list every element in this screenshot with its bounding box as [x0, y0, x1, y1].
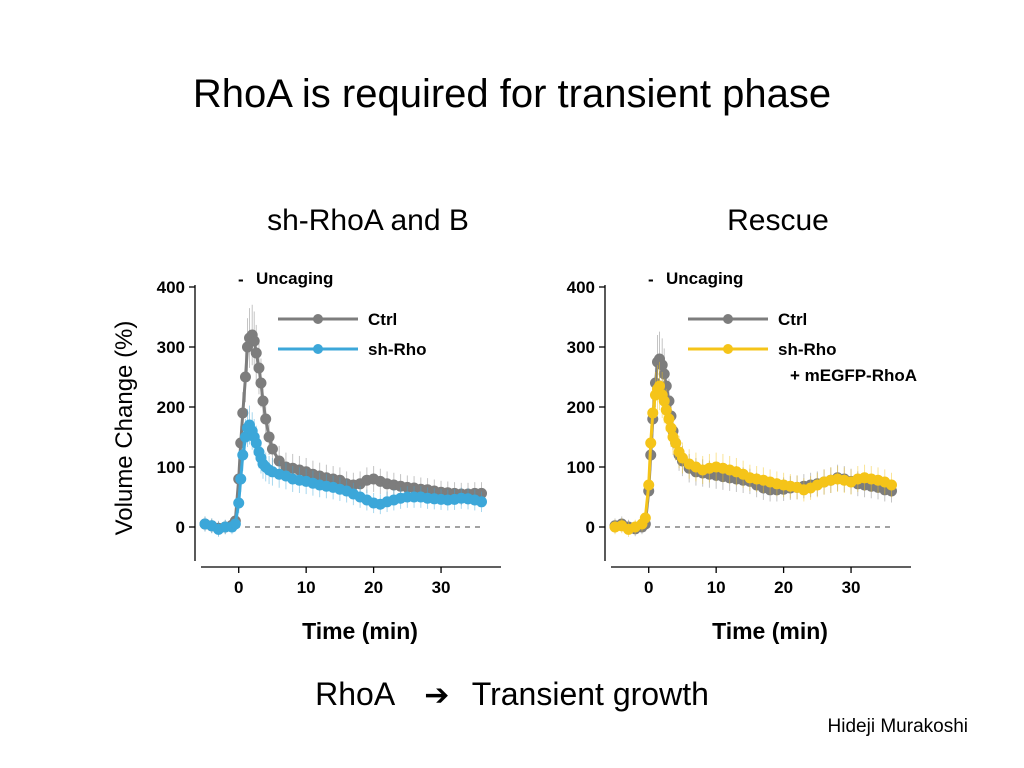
- data-point: [248, 335, 260, 347]
- data-point: [235, 473, 247, 485]
- data-point: [257, 395, 269, 407]
- data-point: [260, 413, 272, 425]
- series-line: [614, 382, 893, 532]
- y-tick-label: 300: [157, 338, 185, 357]
- data-point: [643, 479, 655, 491]
- y-tick-label: 0: [176, 518, 185, 537]
- slide-title: RhoA is required for transient phase: [192, 72, 832, 116]
- data-point: [237, 449, 249, 461]
- conclusion-line: RhoA ➔ Transient growth: [0, 676, 1024, 713]
- data-point: [663, 413, 675, 425]
- x-tick-label: 0: [234, 578, 243, 597]
- data-point: [670, 437, 682, 449]
- data-point: [233, 497, 245, 509]
- data-point: [886, 479, 898, 491]
- y-tick-label: 100: [567, 458, 595, 477]
- x-tick-label: 30: [432, 578, 451, 597]
- legend-label: Ctrl: [368, 310, 397, 329]
- data-point: [476, 496, 488, 508]
- legend-marker: [313, 314, 323, 324]
- data-point: [645, 437, 657, 449]
- author-name: Hideji Murakoshi: [827, 716, 968, 737]
- chart-title: sh-RhoA and B: [267, 204, 469, 237]
- y-tick-label: 400: [567, 278, 595, 297]
- y-axis-label: Volume Change (%): [111, 321, 138, 536]
- data-point: [639, 512, 651, 524]
- series-1: [609, 361, 898, 537]
- legend-label: Ctrl: [778, 310, 807, 329]
- data-point: [273, 455, 285, 467]
- x-tick-label: 20: [774, 578, 793, 597]
- chart-right-svg: Rescue 0 100 200 300 400 0 10 20 30 Time (min) - Unc…: [567, 204, 917, 644]
- data-point: [237, 407, 249, 419]
- data-point: [250, 347, 262, 359]
- legend-marker: [723, 344, 733, 354]
- x-tick-label: 20: [364, 578, 383, 597]
- arrow-icon: ➔: [424, 679, 450, 712]
- data-point: [660, 404, 672, 416]
- data-point: [656, 359, 668, 371]
- x-tick-label: 10: [297, 578, 316, 597]
- data-point: [255, 377, 267, 389]
- data-point: [250, 437, 262, 449]
- data-point: [658, 368, 670, 380]
- x-axis-label: Time (min): [712, 618, 828, 644]
- data-point: [239, 371, 251, 383]
- data-point: [266, 443, 278, 455]
- series-0: [609, 331, 898, 537]
- data-point: [658, 395, 670, 407]
- y-tick-label: 0: [586, 518, 595, 537]
- x-tick-label: 10: [707, 578, 726, 597]
- data-point: [654, 380, 666, 392]
- legend-label: + mEGFP-RhoA: [790, 366, 917, 385]
- data-point: [676, 452, 688, 464]
- data-point: [253, 362, 265, 374]
- legend-marker: [313, 344, 323, 354]
- uncaging-marker: -: [648, 270, 654, 289]
- y-tick-label: 200: [567, 398, 595, 417]
- chart-title: Rescue: [727, 204, 829, 237]
- y-tick-label: 300: [567, 338, 595, 357]
- y-tick-label: 100: [157, 458, 185, 477]
- conclusion-transient-growth: Transient growth: [471, 676, 709, 712]
- chart-panel-left: sh-RhoA and B 0 100 200 300 400 0 10 20 30 Time (m…: [100, 195, 520, 655]
- x-tick-label: 30: [842, 578, 861, 597]
- legend-label: sh-Rho: [368, 340, 427, 359]
- uncaging-marker: -: [238, 270, 244, 289]
- uncaging-label: Uncaging: [256, 269, 333, 288]
- legend-marker: [723, 314, 733, 324]
- legend-label: sh-Rho: [778, 340, 837, 359]
- chart-left-svg: sh-RhoA and B 0 100 200 300 400 0 10 20 30 Time (m…: [111, 204, 501, 644]
- data-point: [665, 422, 677, 434]
- series-1: [199, 405, 488, 537]
- conclusion-rhoa: RhoA: [315, 676, 394, 712]
- x-tick-label: 0: [644, 578, 653, 597]
- chart-panel-right: Rescue 0 100 200 300 400 0 10 20 30 Time (min) - Unc…: [510, 195, 930, 655]
- data-point: [263, 431, 275, 443]
- data-point: [647, 407, 659, 419]
- x-axis-label: Time (min): [302, 618, 418, 644]
- y-tick-label: 400: [157, 278, 185, 297]
- data-point: [229, 518, 241, 530]
- uncaging-label: Uncaging: [666, 269, 743, 288]
- y-tick-label: 200: [157, 398, 185, 417]
